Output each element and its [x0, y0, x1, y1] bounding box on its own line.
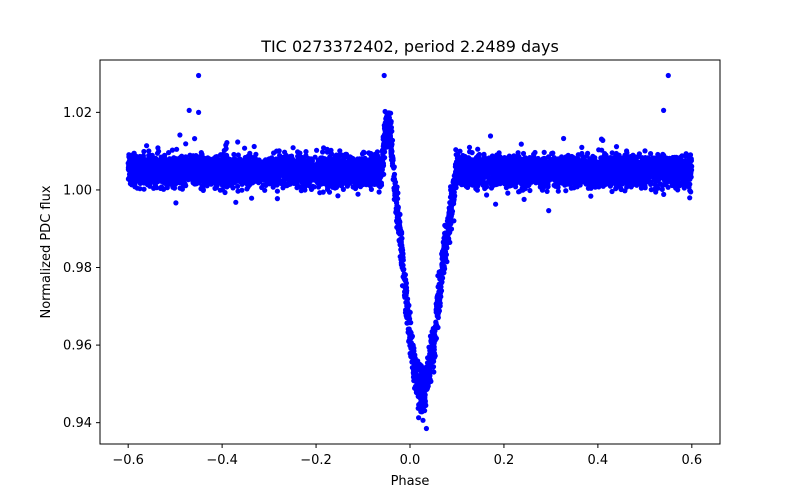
data-point: [141, 148, 147, 155]
data-point: [588, 193, 594, 199]
data-point: [496, 150, 502, 156]
data-point: [579, 144, 585, 150]
data-point: [609, 150, 615, 156]
data-point: [233, 199, 239, 205]
data-point: [515, 150, 521, 156]
data-point: [173, 200, 179, 206]
data-point: [231, 151, 237, 158]
data-point: [274, 196, 280, 202]
data-point: [434, 312, 440, 318]
data-point: [303, 149, 309, 155]
data-point: [277, 152, 283, 159]
data-point: [516, 189, 522, 195]
data-point: [137, 186, 143, 192]
data-point: [141, 186, 147, 192]
data-point: [295, 153, 301, 159]
data-point: [537, 184, 543, 190]
data-point: [546, 208, 552, 214]
data-point: [320, 149, 326, 155]
data-point: [389, 157, 395, 164]
data-point: [616, 152, 622, 158]
data-point: [146, 148, 152, 154]
data-point: [166, 150, 172, 156]
data-point: [563, 188, 569, 194]
data-point: [438, 268, 444, 274]
data-point: [235, 183, 241, 189]
data-point: [421, 365, 427, 371]
data-point: [183, 141, 189, 147]
data-point: [484, 192, 490, 198]
data-point: [453, 147, 459, 153]
data-point: [337, 148, 343, 154]
data-point: [659, 186, 665, 192]
data-point: [335, 193, 341, 199]
data-point: [562, 182, 568, 188]
data-point: [648, 187, 654, 193]
data-point: [555, 188, 561, 194]
data-point: [177, 132, 183, 138]
data-point: [276, 148, 282, 154]
data-point: [251, 143, 257, 150]
data-point: [239, 187, 245, 193]
data-point: [467, 149, 473, 155]
data-point: [541, 149, 547, 155]
data-point: [513, 184, 519, 190]
data-point: [518, 141, 524, 147]
data-point: [192, 136, 198, 142]
data-point: [235, 139, 241, 145]
data-point: [466, 144, 473, 150]
chart-title: TIC 0273372402, period 2.2489 days: [260, 37, 559, 56]
data-point: [527, 187, 533, 194]
data-point: [274, 188, 280, 194]
data-point: [487, 133, 494, 139]
data-point: [235, 152, 241, 158]
data-point: [295, 149, 301, 155]
data-point: [169, 147, 175, 153]
data-point: [624, 148, 630, 154]
data-point: [661, 191, 667, 197]
data-point: [263, 182, 269, 188]
data-point: [609, 188, 615, 195]
data-point: [659, 182, 665, 188]
data-point: [235, 188, 241, 194]
data-point: [641, 183, 647, 189]
data-point: [247, 154, 253, 161]
data-point: [259, 184, 265, 191]
data-point: [177, 185, 183, 191]
data-points: [125, 72, 695, 432]
data-point: [249, 195, 255, 201]
data-point: [401, 292, 408, 298]
data-point: [520, 150, 527, 157]
data-point: [376, 189, 382, 195]
data-point: [521, 196, 527, 202]
data-point: [355, 191, 361, 197]
data-point: [223, 142, 229, 148]
data-point: [561, 135, 567, 142]
data-point: [598, 136, 605, 142]
data-point: [399, 265, 405, 271]
data-point: [126, 152, 132, 158]
data-point: [544, 188, 550, 194]
data-point: [290, 145, 296, 151]
data-point: [687, 195, 693, 201]
